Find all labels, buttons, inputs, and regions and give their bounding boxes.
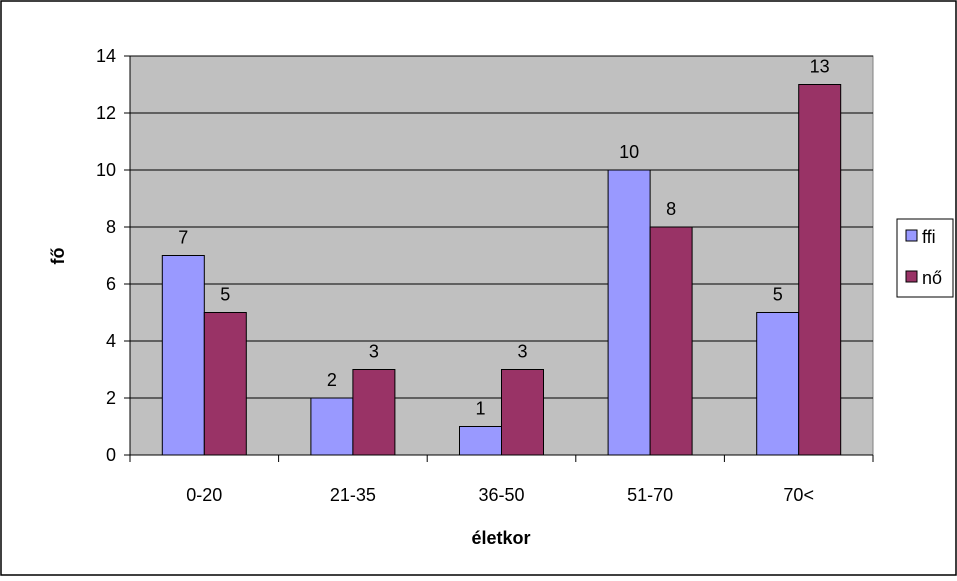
legend-label-ffi: ffi	[922, 227, 936, 247]
bar-no	[649, 226, 693, 456]
y-tick-label: 10	[96, 160, 116, 180]
y-tick-label: 14	[96, 46, 116, 66]
bar-no	[798, 84, 842, 456]
x-tick-label: 21-35	[330, 485, 376, 505]
y-tick-label: 8	[106, 217, 116, 237]
y-tick-label: 6	[106, 274, 116, 294]
axes	[129, 56, 873, 456]
data-label: 7	[178, 228, 188, 248]
x-tick-label: 0-20	[186, 485, 222, 505]
bar-no	[352, 369, 396, 456]
y-tick-label: 4	[106, 331, 116, 351]
y-tick-label: 0	[106, 445, 116, 465]
bar-no	[501, 369, 544, 456]
bar-ffi	[310, 397, 354, 456]
data-label: 3	[369, 342, 379, 362]
x-tick-label: 51-70	[627, 485, 673, 505]
x-axis-title: életkor	[471, 528, 530, 548]
gridlines	[130, 55, 873, 399]
legend: ffi nő	[896, 218, 954, 298]
x-tick-label: 70<	[783, 485, 814, 505]
data-label: 5	[220, 285, 230, 305]
data-label: 1	[475, 399, 485, 419]
y-axis-title: fő	[48, 248, 68, 265]
data-label: 13	[810, 57, 830, 77]
legend-swatch-ffi	[905, 229, 918, 242]
data-label: 3	[517, 342, 527, 362]
x-tick-label: 36-50	[478, 485, 524, 505]
y-tick-label: 2	[106, 388, 116, 408]
legend-swatch-no	[905, 270, 918, 283]
bar-ffi	[756, 312, 800, 456]
data-label: 5	[773, 285, 783, 305]
data-label: 10	[619, 142, 639, 162]
bar-no	[203, 312, 247, 456]
bar-ffi	[607, 169, 651, 456]
bars	[161, 84, 842, 456]
y-tick-label: 12	[96, 103, 116, 123]
legend-label-no: nő	[922, 268, 942, 288]
data-label: 8	[666, 199, 676, 219]
bar-ffi	[161, 255, 205, 456]
bar-ffi	[459, 426, 502, 456]
data-label: 2	[327, 370, 337, 390]
